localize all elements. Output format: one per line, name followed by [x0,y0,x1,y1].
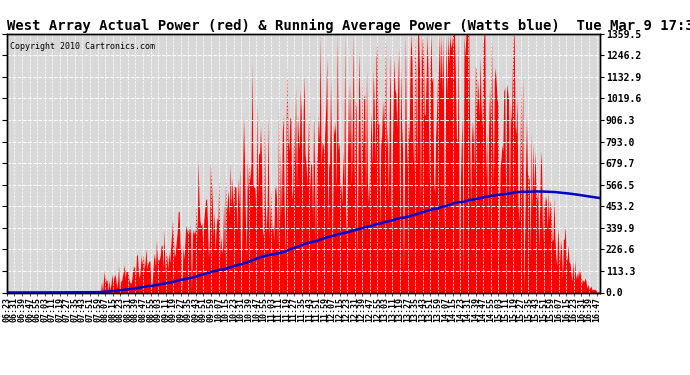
Text: Copyright 2010 Cartronics.com: Copyright 2010 Cartronics.com [10,42,155,51]
Text: West Array Actual Power (red) & Running Average Power (Watts blue)  Tue Mar 9 17: West Array Actual Power (red) & Running … [7,18,690,33]
